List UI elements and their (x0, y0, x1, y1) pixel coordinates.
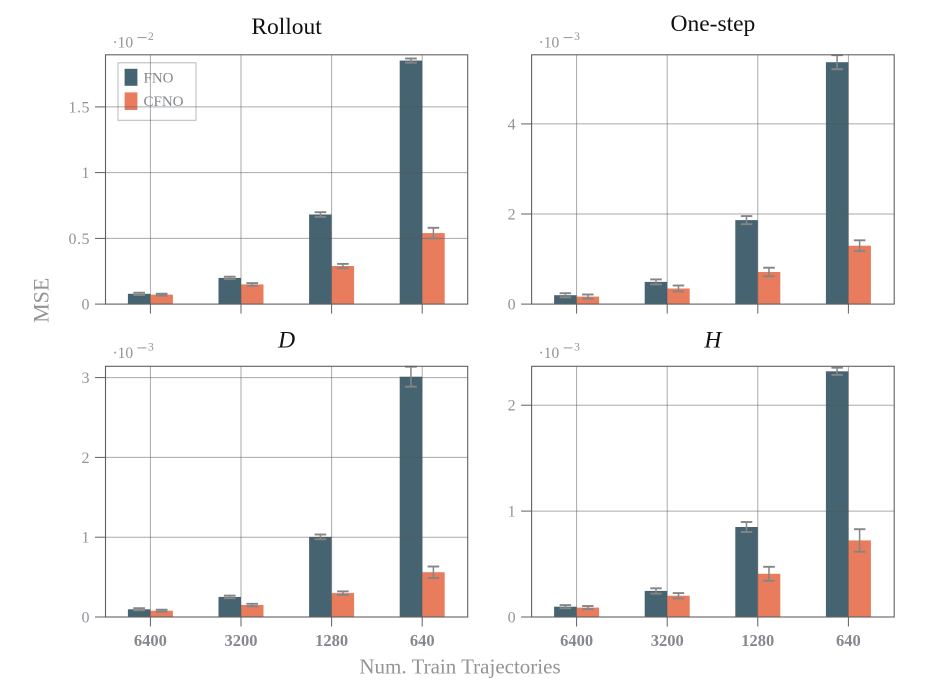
svg-text:·10: ·10 (539, 345, 560, 362)
svg-text:1.5: 1.5 (69, 99, 91, 116)
svg-text:3: 3 (148, 342, 154, 354)
svg-text:640: 640 (836, 631, 861, 650)
svg-text:6400: 6400 (134, 631, 167, 650)
svg-text:0: 0 (508, 610, 517, 627)
svg-text:1: 1 (82, 530, 91, 547)
svg-text:H: H (703, 327, 723, 353)
svg-text:1280: 1280 (315, 631, 348, 650)
svg-text:2: 2 (508, 398, 517, 415)
svg-text:1: 1 (508, 504, 517, 521)
svg-text:2: 2 (82, 450, 91, 467)
svg-text:CFNO: CFNO (144, 94, 184, 110)
svg-text:3200: 3200 (225, 631, 258, 650)
svg-text:Rollout: Rollout (251, 14, 322, 40)
svg-text:·10: ·10 (539, 35, 560, 52)
svg-text:1280: 1280 (741, 631, 774, 650)
svg-text:3: 3 (82, 370, 91, 387)
svg-text:0: 0 (82, 297, 91, 314)
svg-text:2: 2 (508, 207, 517, 224)
svg-text:3: 3 (574, 31, 580, 43)
svg-text:MSE: MSE (29, 278, 54, 323)
svg-text:0: 0 (508, 297, 517, 314)
svg-text:Num. Train Trajectories: Num. Train Trajectories (359, 655, 560, 679)
svg-text:FNO: FNO (144, 70, 174, 86)
svg-text:0: 0 (82, 610, 91, 627)
svg-text:One-step: One-step (670, 11, 755, 37)
svg-text:640: 640 (410, 631, 435, 650)
svg-text:·10: ·10 (113, 345, 134, 362)
svg-text:6400: 6400 (560, 631, 593, 650)
svg-text:1: 1 (82, 165, 91, 182)
svg-text:D: D (277, 327, 295, 353)
svg-text:3: 3 (574, 342, 580, 354)
svg-text:2: 2 (148, 31, 154, 43)
svg-text:·10: ·10 (113, 35, 134, 52)
svg-text:0.5: 0.5 (69, 231, 91, 248)
svg-text:3200: 3200 (651, 631, 684, 650)
svg-text:4: 4 (508, 116, 517, 133)
